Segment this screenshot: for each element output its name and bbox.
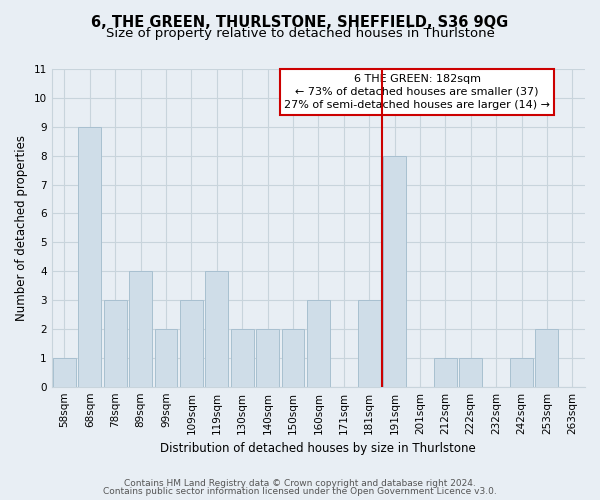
Text: 6 THE GREEN: 182sqm
← 73% of detached houses are smaller (37)
27% of semi-detach: 6 THE GREEN: 182sqm ← 73% of detached ho… xyxy=(284,74,550,110)
Bar xyxy=(434,358,457,386)
Bar xyxy=(104,300,127,386)
Bar xyxy=(129,271,152,386)
Bar xyxy=(155,329,178,386)
Bar xyxy=(510,358,533,386)
Bar xyxy=(459,358,482,386)
Text: Size of property relative to detached houses in Thurlstone: Size of property relative to detached ho… xyxy=(106,28,494,40)
Bar xyxy=(53,358,76,386)
Text: Contains HM Land Registry data © Crown copyright and database right 2024.: Contains HM Land Registry data © Crown c… xyxy=(124,478,476,488)
Bar xyxy=(79,127,101,386)
Bar xyxy=(231,329,254,386)
Bar xyxy=(256,329,279,386)
X-axis label: Distribution of detached houses by size in Thurlstone: Distribution of detached houses by size … xyxy=(160,442,476,455)
Bar xyxy=(205,271,228,386)
Bar xyxy=(535,329,559,386)
Bar xyxy=(180,300,203,386)
Text: Contains public sector information licensed under the Open Government Licence v3: Contains public sector information licen… xyxy=(103,487,497,496)
Bar xyxy=(307,300,330,386)
Bar xyxy=(358,300,380,386)
Bar xyxy=(281,329,304,386)
Y-axis label: Number of detached properties: Number of detached properties xyxy=(15,135,28,321)
Bar xyxy=(383,156,406,386)
Text: 6, THE GREEN, THURLSTONE, SHEFFIELD, S36 9QG: 6, THE GREEN, THURLSTONE, SHEFFIELD, S36… xyxy=(91,15,509,30)
